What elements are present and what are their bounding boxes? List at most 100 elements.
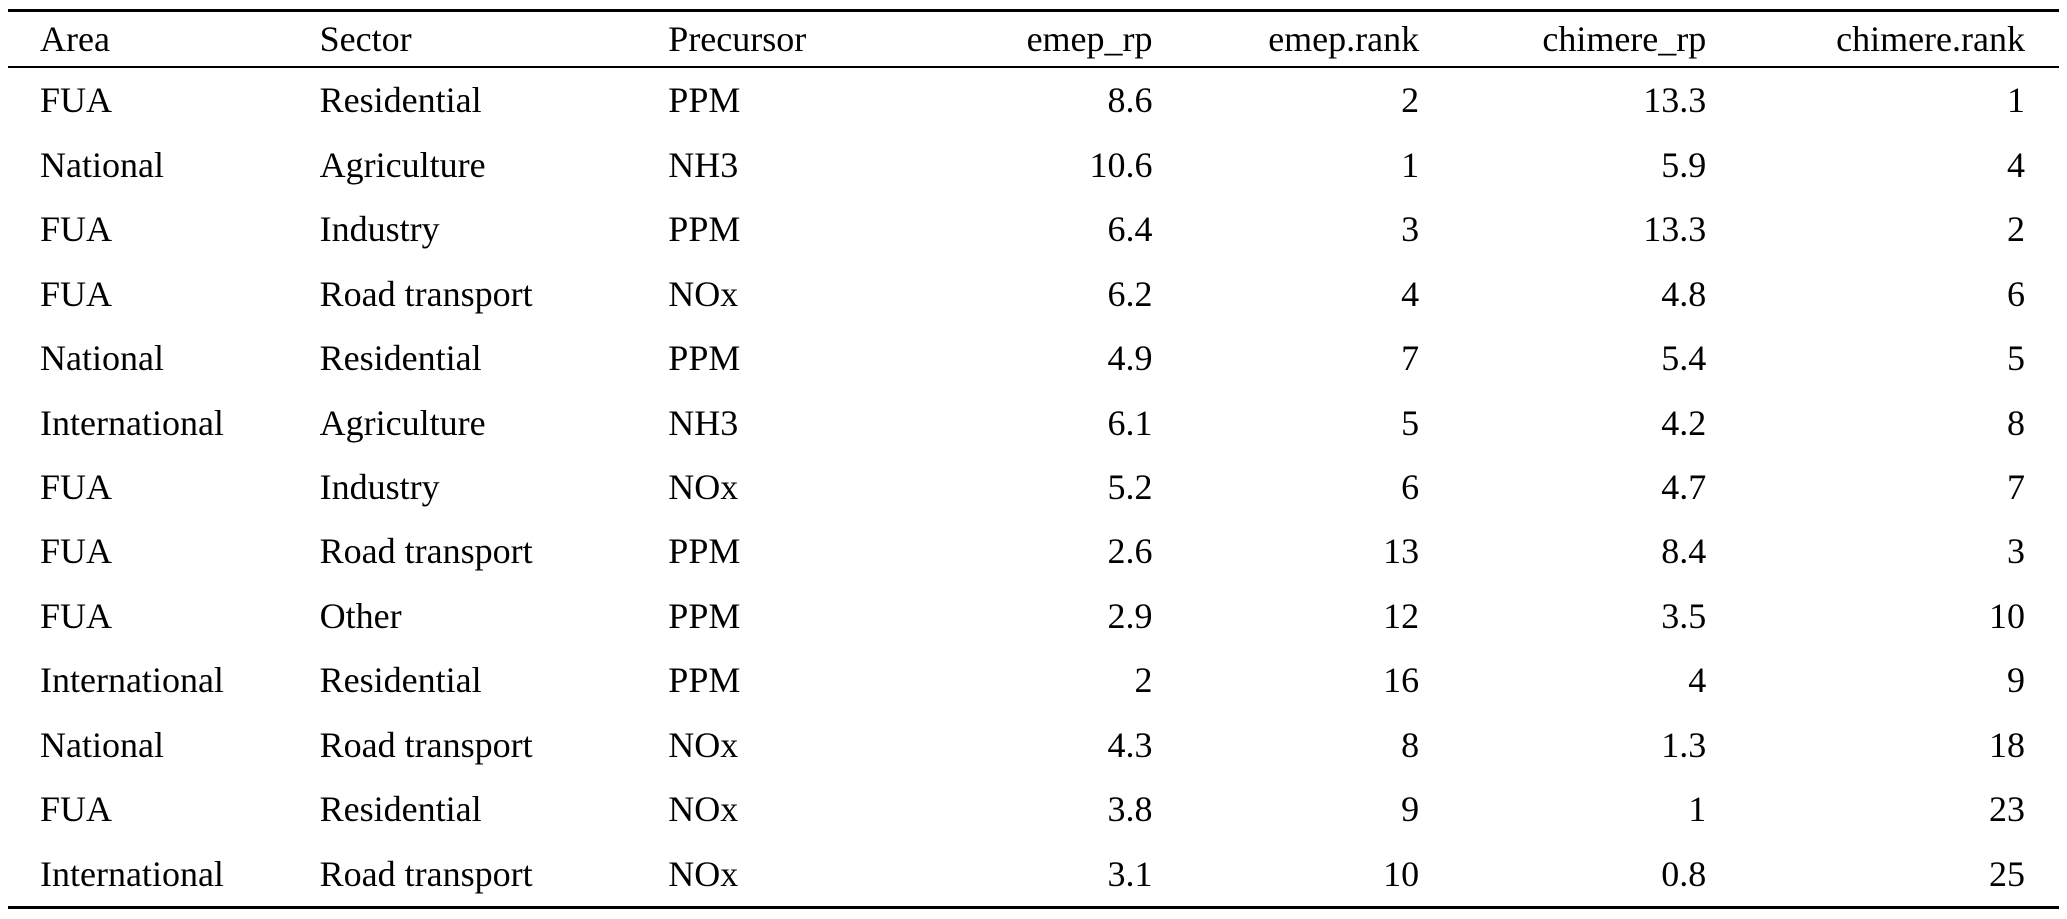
table-cell: Road transport (319, 531, 533, 572)
column-header: Sector (319, 19, 412, 59)
table-cell: NOx (668, 466, 739, 507)
table-cell: International (40, 660, 224, 701)
table-row: International Road transport NOx 3.1 10 0.8 25 (8, 841, 2059, 908)
table-cell: 10.6 (1089, 144, 1153, 185)
table-cell: 3 (2007, 531, 2025, 572)
column-header: emep.rank (1268, 19, 1420, 59)
table-cell: NOx (668, 273, 739, 314)
table-cell: 1 (2007, 80, 2025, 121)
table-cell: PPM (668, 209, 741, 250)
table-cell: Residential (319, 80, 482, 121)
table-cell: FUA (40, 273, 113, 314)
table-row: National Residential PPM 4.9 7 5.4 5 (8, 326, 2059, 390)
table-cell: 13.3 (1643, 80, 1707, 121)
table-cell: Road transport (319, 724, 533, 765)
table-cell: FUA (40, 789, 113, 830)
table-cell: 8 (2007, 402, 2025, 443)
table-row: FUA Other PPM 2.9 12 3.5 10 (8, 584, 2059, 648)
table-cell: 1.3 (1661, 724, 1707, 765)
table-cell: NH3 (668, 144, 739, 185)
table-cell: PPM (668, 80, 741, 121)
table-header-row: Area Sector Precursor emep_rp emep.rank chime… (8, 10, 2059, 67)
table-cell: PPM (668, 595, 741, 636)
table-cell: 12 (1383, 595, 1420, 636)
table-cell: FUA (40, 209, 113, 250)
table-cell: FUA (40, 531, 113, 572)
table-cell: PPM (668, 531, 741, 572)
table-cell: 23 (1989, 789, 2025, 830)
table-cell: PPM (668, 660, 741, 701)
table-cell: 5 (1401, 402, 1420, 443)
table-cell: 1 (1688, 789, 1707, 830)
table-cell: NOx (668, 789, 739, 830)
table-cell: 2.9 (1107, 595, 1153, 636)
table-cell: 18 (1989, 724, 2025, 765)
table-cell: 7 (1401, 338, 1420, 379)
table-cell: NH3 (668, 402, 739, 443)
table-cell: 2 (2007, 209, 2025, 250)
table-cell: Industry (319, 209, 440, 250)
table-body: FUA Residential PPM 8.6 2 13.3 1 National Agricu… (8, 67, 2059, 908)
table-cell: 1 (1401, 144, 1420, 185)
table-cell: 8.4 (1661, 531, 1707, 572)
table-cell: 4.3 (1107, 724, 1153, 765)
table-cell: National (40, 338, 164, 379)
table-cell: 0.8 (1661, 853, 1707, 894)
column-header: Area (40, 19, 110, 59)
table-cell: 9 (1401, 789, 1420, 830)
table-cell: 6.4 (1107, 209, 1153, 250)
table-cell: Agriculture (319, 144, 486, 185)
table-row: FUA Residential PPM 8.6 2 13.3 1 (8, 67, 2059, 133)
table-cell: 8 (1401, 724, 1420, 765)
table-cell: 6.1 (1107, 402, 1153, 443)
table-cell: National (40, 724, 164, 765)
table-cell: 2 (1401, 80, 1420, 121)
table-cell: NOx (668, 853, 739, 894)
table-cell: 25 (1989, 853, 2025, 894)
table-row: FUA Industry NOx 5.2 6 4.7 7 (8, 455, 2059, 519)
table-cell: Road transport (319, 853, 533, 894)
table-cell: Other (319, 595, 402, 636)
table-cell: International (40, 853, 224, 894)
table-cell: 3.8 (1107, 789, 1153, 830)
table-cell: 4 (2007, 144, 2025, 185)
table-cell: 8.6 (1107, 80, 1153, 121)
table-cell: Residential (319, 789, 482, 830)
table-cell: Residential (319, 660, 482, 701)
table-row: FUA Road transport PPM 2.6 13 8.4 3 (8, 519, 2059, 583)
table-cell: 7 (2007, 466, 2025, 507)
table-cell: 3.1 (1107, 853, 1153, 894)
table-row: FUA Industry PPM 6.4 3 13.3 2 (8, 197, 2059, 261)
table-cell: 4 (1688, 660, 1707, 701)
table-cell: International (40, 402, 224, 443)
table-cell: Agriculture (319, 402, 486, 443)
table-row: FUA Residential NOx 3.8 9 1 23 (8, 777, 2059, 841)
table-cell: National (40, 144, 164, 185)
table-row: National Agriculture NH3 10.6 1 5.9 4 (8, 133, 2059, 197)
column-header: chimere.rank (1836, 19, 2025, 59)
table-cell: 6 (1401, 466, 1420, 507)
table-cell: Road transport (319, 273, 533, 314)
table-cell: 13 (1383, 531, 1420, 572)
table-row: International Residential PPM 2 16 4 9 (8, 648, 2059, 712)
table-cell: 2.6 (1107, 531, 1153, 572)
table-cell: Industry (319, 466, 440, 507)
table-cell: 4.8 (1661, 273, 1707, 314)
table-cell: 6.2 (1107, 273, 1153, 314)
table-cell: 10 (1383, 853, 1420, 894)
table-cell: FUA (40, 595, 113, 636)
table-cell: 2 (1134, 660, 1153, 701)
table-row: FUA Road transport NOx 6.2 4 4.8 6 (8, 261, 2059, 325)
table-cell: NOx (668, 724, 739, 765)
table-cell: 5.9 (1661, 144, 1707, 185)
table-cell: 4.9 (1107, 338, 1153, 379)
column-header: emep_rp (1026, 19, 1153, 59)
table-cell: FUA (40, 80, 113, 121)
table-cell: 3 (1401, 209, 1420, 250)
table-cell: 13.3 (1643, 209, 1707, 250)
table-cell: 16 (1383, 660, 1420, 701)
table-cell: 9 (2007, 660, 2025, 701)
table-cell: 6 (2007, 273, 2025, 314)
table-row: National Road transport NOx 4.3 8 1.3 18 (8, 712, 2059, 776)
